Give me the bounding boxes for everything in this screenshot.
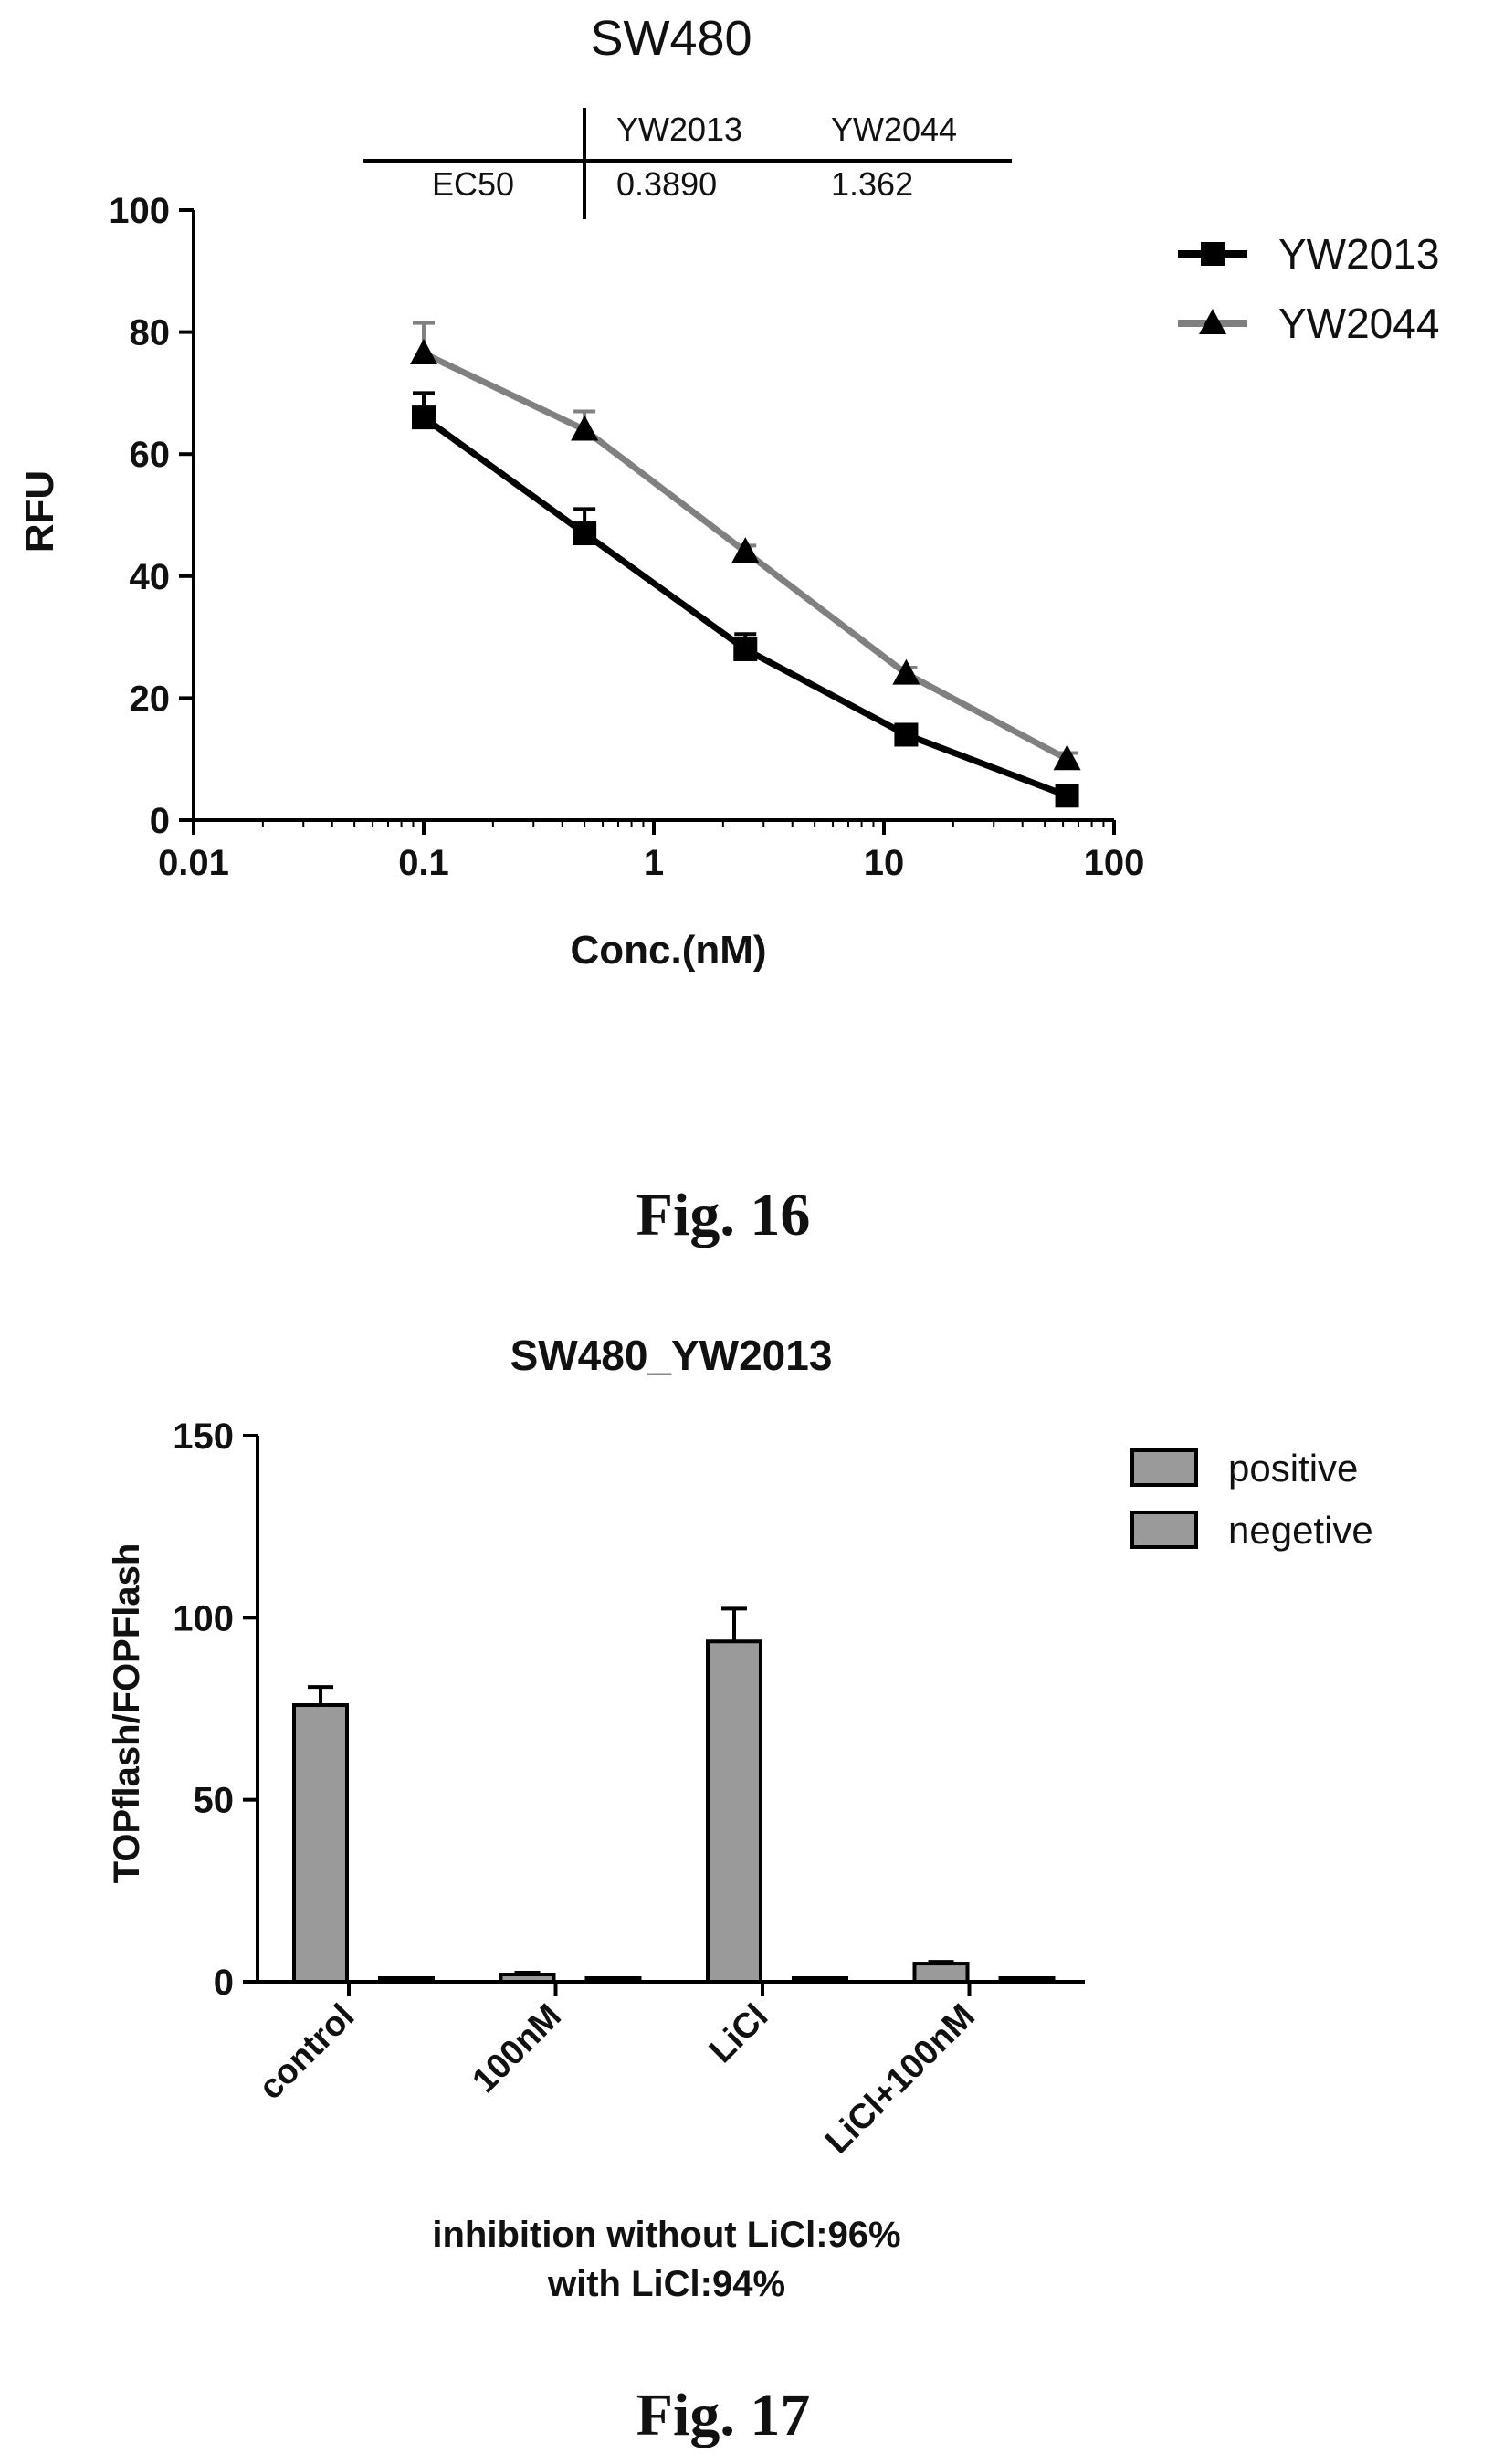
fig16-caption: Fig. 16	[636, 1182, 811, 1248]
legend-label-YW2013: YW2013	[1278, 230, 1439, 278]
fig17-bar-chart: SW480_YW2013 0 50 100 150 control 100nM LiCl Li…	[107, 1332, 1373, 2304]
fig16-x-axis-label: Conc.(nM)	[570, 928, 766, 973]
data-point-YW2044	[892, 658, 920, 685]
fig17-caption: Fig. 17	[636, 2382, 811, 2448]
legend-marker-YW2044	[1199, 309, 1226, 334]
x-tick-label: 0.1	[398, 843, 449, 883]
y-tick-label: 0	[214, 1963, 234, 2003]
y-tick-label: 0	[150, 801, 170, 841]
bar-positive-LiCl	[706, 1639, 762, 1985]
ec50-col-yw2044: YW2044	[831, 111, 957, 148]
fig17-title: SW480_YW2013	[510, 1332, 833, 1379]
fig16-legend: YW2013 YW2044	[1178, 230, 1439, 347]
legend-label-negetive: negetive	[1228, 1509, 1373, 1552]
data-point-YW2044	[410, 338, 437, 364]
data-point-YW2013	[573, 521, 597, 546]
y-tick-label: 100	[109, 191, 170, 231]
data-point-YW2044	[1053, 744, 1081, 771]
y-tick-label: 150	[173, 1416, 234, 1457]
ec50-table: EC50 YW2013 YW2044 0.3890 1.362	[363, 108, 1012, 219]
bar-negetive-100nM	[584, 1976, 642, 1984]
x-tick-label: control	[252, 1997, 363, 2108]
legend-label-YW2044: YW2044	[1278, 300, 1439, 347]
bar-negetive-control	[378, 1976, 435, 1984]
legend-swatch-negetive	[1130, 1511, 1198, 1549]
fig17-plot-area	[292, 1606, 1056, 1985]
fig17-annotation-2: with LiCl:94%	[547, 2264, 785, 2304]
fig17-y-axis-label: TOPflash/FOPFlash	[107, 1543, 147, 1884]
data-point-YW2013	[412, 405, 436, 430]
y-tick-label: 60	[130, 435, 171, 475]
bar-positive-LiCl+100nM	[912, 1962, 970, 1984]
ec50-col-yw2013: YW2013	[616, 111, 742, 148]
x-tick-label: 100nM	[466, 1997, 569, 2101]
bar-positive-control	[292, 1703, 349, 1984]
bar-positive-100nM	[499, 1973, 556, 1984]
x-tick-label: LiCl+100nM	[818, 1997, 983, 2162]
fig16-title: SW480	[590, 11, 752, 66]
series-line-YW2013	[421, 415, 1068, 799]
fig17-legend: positive negetive	[1130, 1447, 1373, 1552]
y-tick-label: 100	[173, 1598, 234, 1638]
fig16-line-chart: SW480 EC50 YW2013 YW2044 0.3890 1.362 0 2…	[17, 11, 1439, 973]
legend-marker-YW2013	[1201, 242, 1225, 266]
x-tick-label: 10	[864, 843, 905, 883]
data-point-YW2044	[571, 415, 599, 441]
bar-negetive-LiCl	[792, 1976, 848, 1984]
y-tick-label: 40	[130, 557, 171, 597]
data-point-YW2013	[1055, 784, 1079, 808]
data-point-YW2013	[733, 637, 758, 661]
ec50-value-yw2044: 1.362	[831, 165, 913, 203]
ec50-value-yw2013: 0.3890	[616, 165, 717, 203]
x-tick-label: 1	[644, 843, 664, 883]
fig17-annotation-1: inhibition without LiCl:96%	[432, 2215, 900, 2255]
legend-label-positive: positive	[1228, 1447, 1358, 1490]
x-tick-label: 100	[1084, 843, 1145, 883]
data-point-YW2044	[731, 537, 760, 563]
fig16-axes: 0 20 40 60 80 100 0.01 0.1 1 10 100	[109, 191, 1144, 883]
y-tick-label: 50	[194, 1781, 235, 1821]
y-tick-label: 80	[130, 313, 171, 353]
fig16-y-axis-label: RFU	[17, 470, 62, 553]
ec50-row-label: EC50	[432, 165, 514, 203]
data-point-YW2013	[894, 722, 919, 747]
x-tick-label: LiCl	[702, 1997, 775, 2070]
y-tick-label: 20	[130, 679, 171, 719]
fig16-plot-area	[410, 321, 1081, 808]
bar-negetive-LiCl+100nM	[998, 1976, 1056, 1984]
legend-swatch-positive	[1130, 1448, 1198, 1487]
x-tick-label: 0.01	[158, 843, 229, 883]
